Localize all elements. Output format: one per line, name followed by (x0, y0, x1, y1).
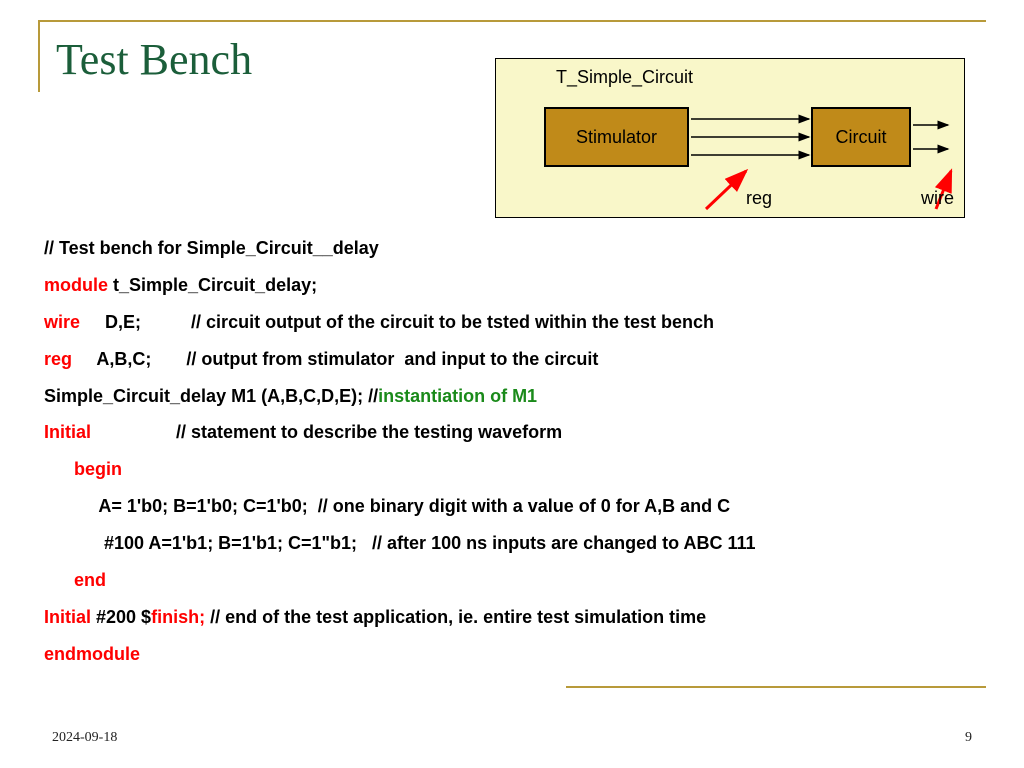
inst-comment: instantiation of M1 (378, 386, 537, 406)
stimulator-label: Stimulator (576, 127, 657, 148)
kw-finish: finish; (151, 607, 205, 627)
code-line-8: A= 1'b0; B=1'b0; C=1'b0; // one binary d… (44, 488, 980, 525)
kw-reg: reg (44, 349, 72, 369)
reg-label: reg (746, 188, 772, 209)
kw-wire: wire (44, 312, 80, 332)
code-line-9: #100 A=1'b1; B=1'b1; C=1"b1; // after 10… (44, 525, 980, 562)
bottom-border (566, 686, 986, 688)
kw-begin: begin (74, 459, 122, 479)
wire-decl: D,E; // circuit output of the circuit to… (80, 312, 714, 332)
circuit-box: Circuit (811, 107, 911, 167)
code-block: // Test bench for Simple_Circuit__delay … (44, 230, 980, 673)
circuit-label: Circuit (835, 127, 886, 148)
slide-page-number: 9 (965, 730, 972, 746)
wire-label: wire (921, 188, 954, 209)
code-line-5: Simple_Circuit_delay M1 (A,B,C,D,E); //i… (44, 378, 980, 415)
code-line-10: end (44, 562, 980, 599)
diagram-title: T_Simple_Circuit (556, 67, 693, 88)
kw-initial-2: Initial (44, 607, 91, 627)
code-line-3: wire D,E; // circuit output of the circu… (44, 304, 980, 341)
slide-date: 2024-09-18 (52, 730, 117, 746)
tb-diagram: T_Simple_Circuit Stimulator Circuit reg … (495, 58, 965, 218)
module-name: t_Simple_Circuit_delay; (108, 275, 317, 295)
code-line-2: module t_Simple_Circuit_delay; (44, 267, 980, 304)
code-line-6: Initial // statement to describe the tes… (44, 414, 980, 451)
inst-line: Simple_Circuit_delay M1 (A,B,C,D,E); // (44, 386, 378, 406)
code-line-4: reg A,B,C; // output from stimulator and… (44, 341, 980, 378)
finish-rest: // end of the test application, ie. enti… (205, 607, 706, 627)
code-line-12: endmodule (44, 636, 980, 673)
code-line-7: begin (44, 451, 980, 488)
after-initial2: #200 $ (91, 607, 151, 627)
top-border-vertical (38, 20, 40, 92)
kw-module: module (44, 275, 108, 295)
code-line-1: // Test bench for Simple_Circuit__delay (44, 230, 980, 267)
kw-end: end (74, 570, 106, 590)
kw-initial-1: Initial (44, 422, 91, 442)
kw-endmodule: endmodule (44, 644, 140, 664)
top-border-horizontal (38, 20, 986, 22)
code-line-11: Initial #200 $finish; // end of the test… (44, 599, 980, 636)
reg-decl: A,B,C; // output from stimulator and inp… (72, 349, 598, 369)
page-title: Test Bench (56, 34, 252, 85)
init1-rest: // statement to describe the testing wav… (91, 422, 562, 442)
stimulator-box: Stimulator (544, 107, 689, 167)
